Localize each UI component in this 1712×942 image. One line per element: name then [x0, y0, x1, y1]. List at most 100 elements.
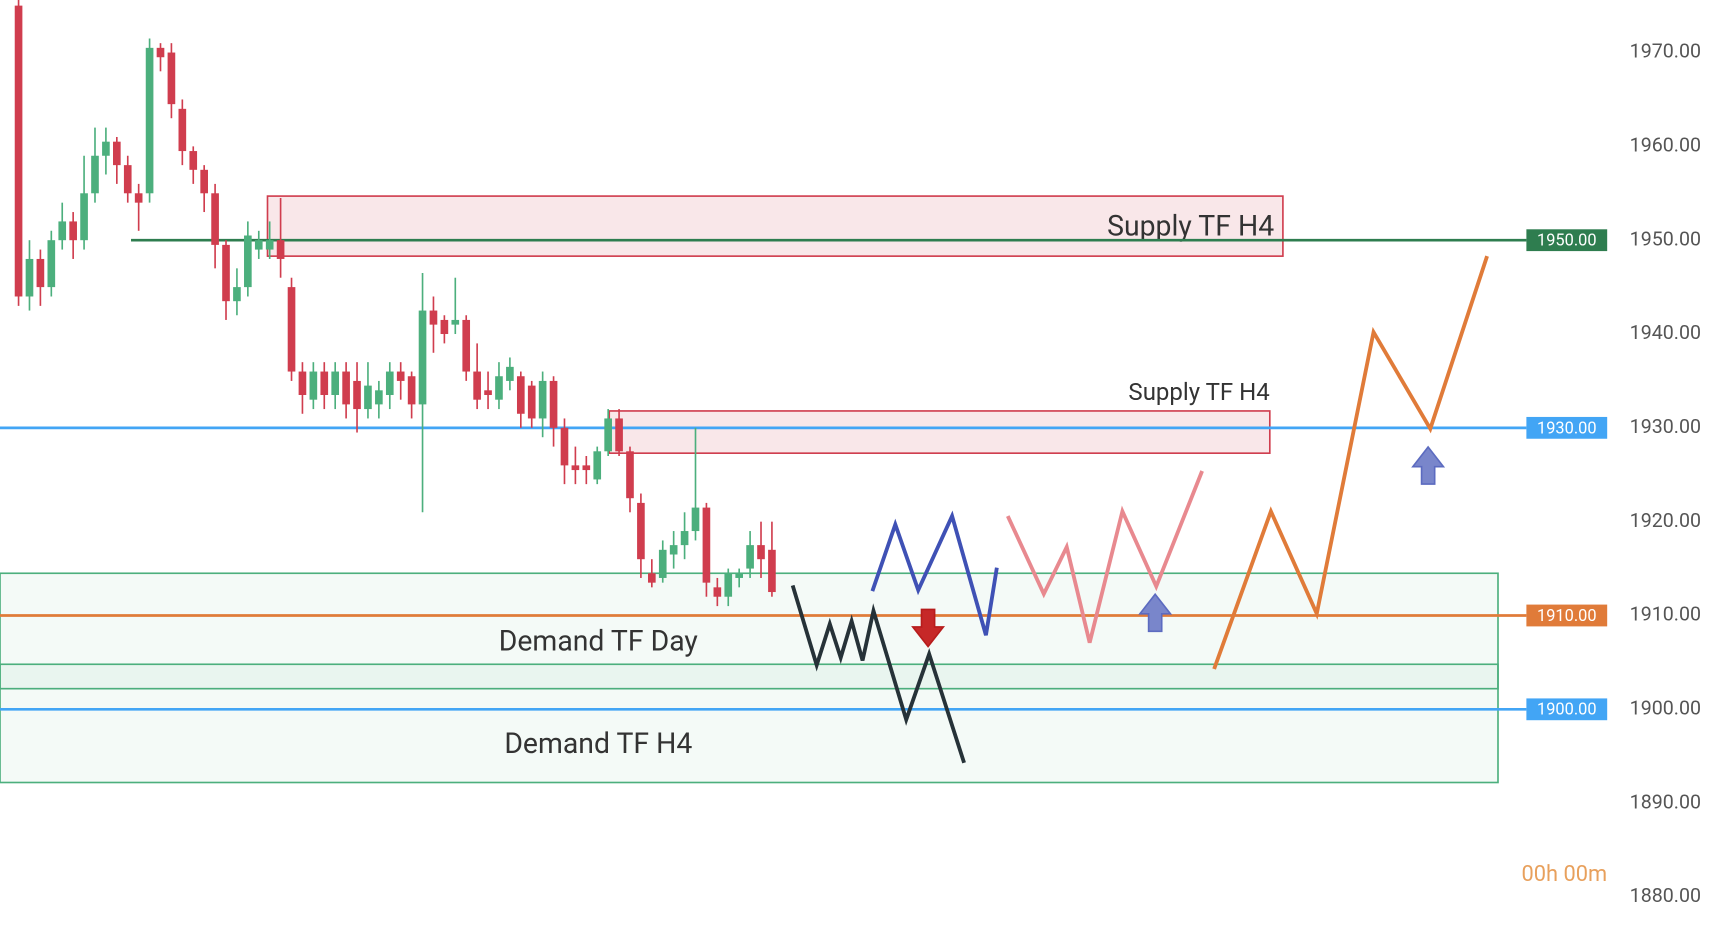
- candle-body: [342, 371, 350, 405]
- candle-body: [549, 380, 558, 428]
- candle-body: [604, 418, 612, 452]
- zone: [266, 195, 1284, 257]
- candle-body: [527, 385, 536, 419]
- candle-body: [375, 390, 383, 405]
- countdown: 00h 00m: [1522, 862, 1608, 887]
- candle-body: [385, 371, 394, 396]
- candle-body: [25, 258, 34, 297]
- candle-body: [626, 451, 634, 499]
- candle-body: [407, 376, 416, 405]
- candle-body: [265, 240, 274, 250]
- candle-body: [495, 376, 503, 400]
- candle-body: [615, 418, 623, 452]
- candle-body: [167, 52, 176, 105]
- price-tag: [1526, 229, 1608, 252]
- y-tick-label: 1890.00: [1630, 790, 1701, 813]
- zone: [0, 663, 1499, 784]
- candle-body: [648, 573, 656, 583]
- candle-body: [222, 244, 230, 302]
- candle-body: [516, 376, 525, 414]
- zone-label: Supply TF H4: [1128, 378, 1269, 406]
- candle-body: [353, 380, 361, 410]
- candle-body: [331, 371, 340, 396]
- candle-body: [123, 165, 132, 194]
- candle-body: [145, 47, 154, 194]
- candle-body: [80, 193, 88, 241]
- candle-body: [724, 573, 733, 597]
- candle-body: [298, 371, 307, 396]
- zone: [0, 572, 1499, 690]
- zone: [608, 410, 1271, 454]
- arrow-down: [911, 608, 946, 648]
- candle-body: [637, 502, 645, 560]
- candle-body: [102, 141, 110, 156]
- candle-body: [473, 371, 481, 400]
- candle-body: [58, 221, 67, 241]
- candle-body: [735, 573, 743, 578]
- candle-body: [560, 427, 569, 466]
- candle-body: [757, 545, 765, 560]
- candle-body: [768, 549, 776, 593]
- candle-body: [451, 319, 460, 325]
- y-tick-label: 1910.00: [1630, 603, 1701, 626]
- zone-label: Demand TF H4: [504, 727, 692, 760]
- candle-body: [364, 385, 372, 410]
- candle-body: [484, 390, 492, 396]
- price-tag: [1526, 604, 1608, 627]
- candle-body: [36, 258, 45, 288]
- candle-body: [713, 587, 722, 597]
- candle-body: [593, 451, 602, 480]
- y-tick-label: 1940.00: [1630, 321, 1701, 344]
- candle-body: [200, 169, 208, 194]
- y-tick-label: 1960.00: [1630, 134, 1701, 157]
- candle-body: [244, 235, 252, 288]
- candle-body: [189, 151, 198, 170]
- candle-body: [254, 240, 263, 250]
- projection-line: [870, 510, 999, 636]
- y-tick-label: 1900.00: [1630, 697, 1701, 720]
- price-tag-label: 1950.00: [1537, 231, 1597, 250]
- projection-line: [1006, 470, 1204, 644]
- candle-body: [320, 371, 329, 396]
- candle-body: [309, 371, 318, 400]
- candle-body: [276, 240, 285, 259]
- price-tag-label: 1900.00: [1537, 700, 1597, 719]
- price-tag-label: 1930.00: [1537, 418, 1597, 437]
- y-tick-label: 1950.00: [1630, 227, 1701, 250]
- candle-body: [418, 310, 427, 405]
- candle-body: [113, 141, 121, 166]
- candle-body: [680, 531, 689, 546]
- candle-body: [287, 287, 296, 372]
- arrow-up: [1412, 446, 1445, 485]
- candle-body: [91, 155, 99, 194]
- candle-body: [691, 507, 700, 532]
- y-tick-label: 1880.00: [1630, 884, 1701, 907]
- candle-body: [462, 319, 471, 372]
- zone-label: Supply TF H4: [1107, 209, 1274, 242]
- price-tag: [1526, 416, 1608, 439]
- projection-line: [790, 584, 966, 764]
- candle-body: [396, 371, 405, 381]
- candle-body: [582, 465, 591, 471]
- y-tick-label: 1970.00: [1630, 40, 1701, 63]
- candle-body: [440, 319, 449, 335]
- y-tick-label: 1920.00: [1630, 509, 1701, 532]
- price-tag-label: 1910.00: [1537, 606, 1597, 625]
- candle-body: [538, 380, 547, 419]
- candle-body: [233, 287, 241, 302]
- candle-body: [69, 221, 77, 241]
- candle-body: [571, 465, 580, 471]
- zone-label: Demand TF Day: [499, 625, 699, 658]
- candle-body: [658, 549, 667, 578]
- candle-body: [669, 545, 678, 555]
- candle-body: [134, 193, 143, 203]
- candle-body: [178, 108, 187, 152]
- price-tag: [1526, 698, 1608, 721]
- candle-body: [746, 545, 754, 569]
- candle-body: [211, 193, 219, 245]
- candle-body: [506, 366, 514, 381]
- candle-body: [429, 310, 438, 325]
- candle-body: [156, 47, 165, 58]
- y-tick-label: 1930.00: [1630, 415, 1701, 438]
